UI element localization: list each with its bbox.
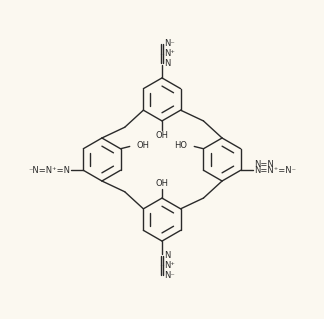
Text: N⁺: N⁺ [164,261,175,270]
Text: OH: OH [156,179,168,188]
Text: N: N [164,59,171,68]
Text: N: N [164,251,171,260]
Text: N⁻: N⁻ [164,39,175,48]
Text: ⁻N=N⁺=N: ⁻N=N⁺=N [28,166,70,175]
Text: OH: OH [136,141,149,150]
Text: HO: HO [175,141,188,150]
Text: N⁻: N⁻ [164,271,175,280]
Text: OH: OH [156,131,168,140]
Text: N=N: N=N [254,160,274,169]
Text: N⁺: N⁺ [164,49,175,58]
Text: N=N⁺=N⁻: N=N⁺=N⁻ [254,166,296,175]
